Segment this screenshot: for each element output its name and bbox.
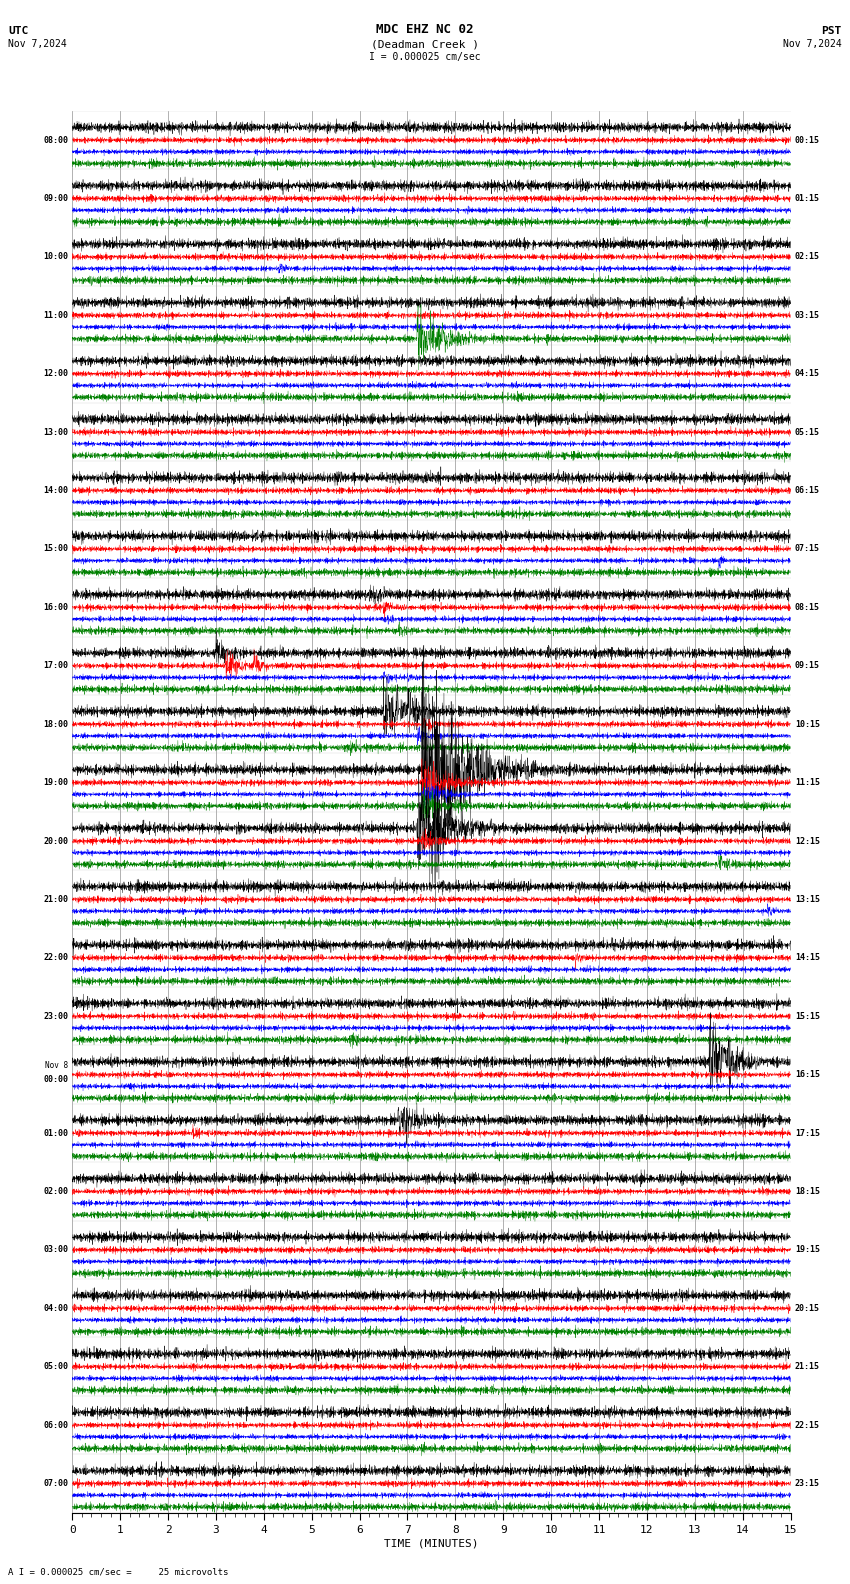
Text: 10:15: 10:15: [795, 719, 819, 729]
Text: 20:15: 20:15: [795, 1304, 819, 1313]
Text: UTC: UTC: [8, 25, 29, 35]
Text: A I = 0.000025 cm/sec =     25 microvolts: A I = 0.000025 cm/sec = 25 microvolts: [8, 1567, 229, 1576]
Text: Nov 7,2024: Nov 7,2024: [783, 40, 842, 49]
Text: 13:15: 13:15: [795, 895, 819, 904]
Text: 09:15: 09:15: [795, 661, 819, 670]
X-axis label: TIME (MINUTES): TIME (MINUTES): [384, 1538, 479, 1549]
Text: 00:00: 00:00: [43, 1076, 68, 1083]
Text: 04:15: 04:15: [795, 369, 819, 379]
Text: 14:15: 14:15: [795, 954, 819, 963]
Text: Nov 7,2024: Nov 7,2024: [8, 40, 67, 49]
Text: Nov 8: Nov 8: [45, 1061, 68, 1069]
Text: 08:00: 08:00: [43, 136, 68, 144]
Text: 18:00: 18:00: [43, 719, 68, 729]
Text: 21:00: 21:00: [43, 895, 68, 904]
Text: 04:00: 04:00: [43, 1304, 68, 1313]
Text: 12:15: 12:15: [795, 836, 819, 846]
Text: 23:15: 23:15: [795, 1479, 819, 1487]
Text: 11:15: 11:15: [795, 778, 819, 787]
Text: 14:00: 14:00: [43, 486, 68, 496]
Text: 01:00: 01:00: [43, 1128, 68, 1137]
Text: 06:15: 06:15: [795, 486, 819, 496]
Text: 01:15: 01:15: [795, 193, 819, 203]
Text: (Deadman Creek ): (Deadman Creek ): [371, 40, 479, 49]
Text: 07:00: 07:00: [43, 1479, 68, 1487]
Text: 18:15: 18:15: [795, 1186, 819, 1196]
Text: 07:15: 07:15: [795, 545, 819, 553]
Text: 06:00: 06:00: [43, 1421, 68, 1430]
Text: 05:00: 05:00: [43, 1362, 68, 1372]
Text: 16:00: 16:00: [43, 604, 68, 611]
Text: 16:15: 16:15: [795, 1071, 819, 1079]
Text: 21:15: 21:15: [795, 1362, 819, 1372]
Text: MDC EHZ NC 02: MDC EHZ NC 02: [377, 22, 473, 35]
Text: 00:15: 00:15: [795, 136, 819, 144]
Text: 05:15: 05:15: [795, 428, 819, 437]
Text: I = 0.000025 cm/sec: I = 0.000025 cm/sec: [369, 52, 481, 62]
Text: 19:00: 19:00: [43, 778, 68, 787]
Text: 09:00: 09:00: [43, 193, 68, 203]
Text: 20:00: 20:00: [43, 836, 68, 846]
Text: 19:15: 19:15: [795, 1245, 819, 1255]
Text: 02:00: 02:00: [43, 1186, 68, 1196]
Text: 03:15: 03:15: [795, 310, 819, 320]
Text: 17:00: 17:00: [43, 661, 68, 670]
Text: PST: PST: [821, 25, 842, 35]
Text: 23:00: 23:00: [43, 1012, 68, 1020]
Text: 22:15: 22:15: [795, 1421, 819, 1430]
Text: 11:00: 11:00: [43, 310, 68, 320]
Text: 13:00: 13:00: [43, 428, 68, 437]
Text: 17:15: 17:15: [795, 1128, 819, 1137]
Text: 03:00: 03:00: [43, 1245, 68, 1255]
Text: 02:15: 02:15: [795, 252, 819, 261]
Text: 15:15: 15:15: [795, 1012, 819, 1020]
Text: 12:00: 12:00: [43, 369, 68, 379]
Text: 08:15: 08:15: [795, 604, 819, 611]
Text: 15:00: 15:00: [43, 545, 68, 553]
Text: 22:00: 22:00: [43, 954, 68, 963]
Text: 10:00: 10:00: [43, 252, 68, 261]
